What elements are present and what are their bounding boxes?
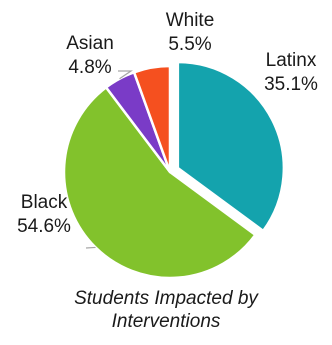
slice-label-black-value: 54.6% bbox=[17, 216, 71, 237]
chart-title: Students Impacted by Interventions bbox=[0, 287, 332, 333]
slice-label-white-value: 5.5% bbox=[168, 34, 211, 55]
pie-slice-latinx bbox=[176, 60, 286, 233]
slice-label-latinx-value: 35.1% bbox=[264, 74, 318, 95]
slice-label-black-name: Black bbox=[21, 192, 68, 213]
slice-label-latinx-name: Latinx bbox=[266, 50, 317, 71]
leader-line-black bbox=[85, 246, 96, 249]
pie-slice-black bbox=[62, 86, 257, 280]
pie-chart: Latinx 35.1% Black 54.6% Asian 4.8% Whit… bbox=[17, 10, 318, 280]
slice-label-asian-value: 4.8% bbox=[68, 57, 111, 78]
slice-label-white-name: White bbox=[166, 10, 215, 31]
chart-title-line-2: Interventions bbox=[111, 311, 221, 332]
chart-title-line-1: Students Impacted by bbox=[74, 288, 258, 309]
pie-slices bbox=[62, 60, 286, 280]
leader-lines bbox=[85, 70, 133, 249]
pie-slice-white bbox=[132, 64, 172, 174]
leader-line-asian bbox=[118, 70, 133, 80]
slice-label-asian-name: Asian bbox=[66, 33, 114, 54]
